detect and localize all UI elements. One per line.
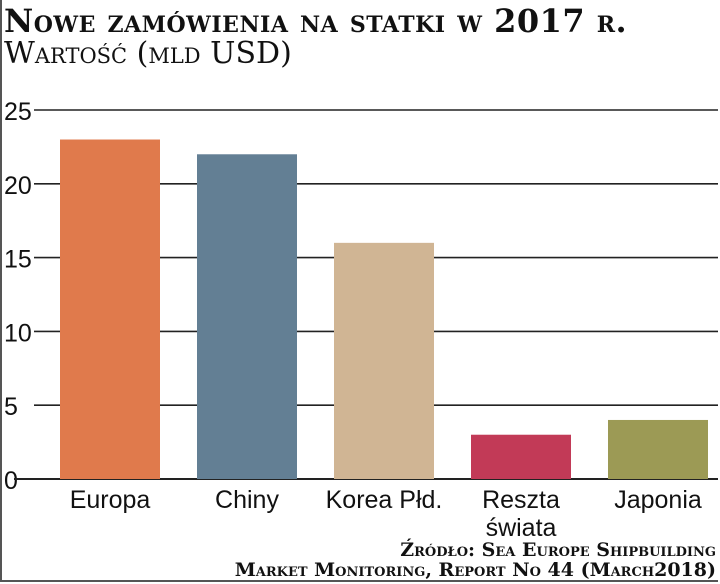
source-line-1: Źródło: Sea Europe Shipbuilding <box>400 539 716 561</box>
y-tick-label: 5 <box>4 393 18 421</box>
x-tick-label-line: Korea Płd. <box>326 486 443 514</box>
bar-2 <box>197 154 297 479</box>
x-tick-label-line: Japonia <box>614 486 702 514</box>
chart-title: Nowe zamówienia na statki w 2017 r. <box>4 2 628 40</box>
x-tick-label: Reszta świata <box>482 486 560 542</box>
y-tick-label: 10 <box>4 319 32 347</box>
source-note: Źródło: Sea Europe Shipbuilding Market M… <box>235 540 716 580</box>
x-tick-label: Chiny <box>215 486 279 514</box>
x-tick-label-line: Chiny <box>215 486 279 514</box>
x-tick-label: Korea Płd. <box>326 486 443 514</box>
bar-3 <box>334 242 434 479</box>
y-tick-label: 25 <box>4 98 32 126</box>
x-tick-label-line: świata <box>486 514 557 542</box>
x-tick-label: Europa <box>70 486 151 514</box>
bar-4 <box>471 434 571 479</box>
chart-subtitle: Wartość (mld USD) <box>4 36 292 71</box>
x-tick-label: Japonia <box>614 486 702 514</box>
y-tick-label: 20 <box>4 172 32 200</box>
source-line-2: Market Monitoring, Report No 44 (March20… <box>234 559 716 581</box>
y-tick-label: 15 <box>4 246 32 274</box>
y-tick-label: 0 <box>4 467 18 495</box>
x-tick-label-line: Reszta <box>482 486 560 514</box>
x-tick-label-line: Europa <box>70 486 151 514</box>
bar-1 <box>60 139 160 479</box>
bar-5 <box>608 419 708 479</box>
